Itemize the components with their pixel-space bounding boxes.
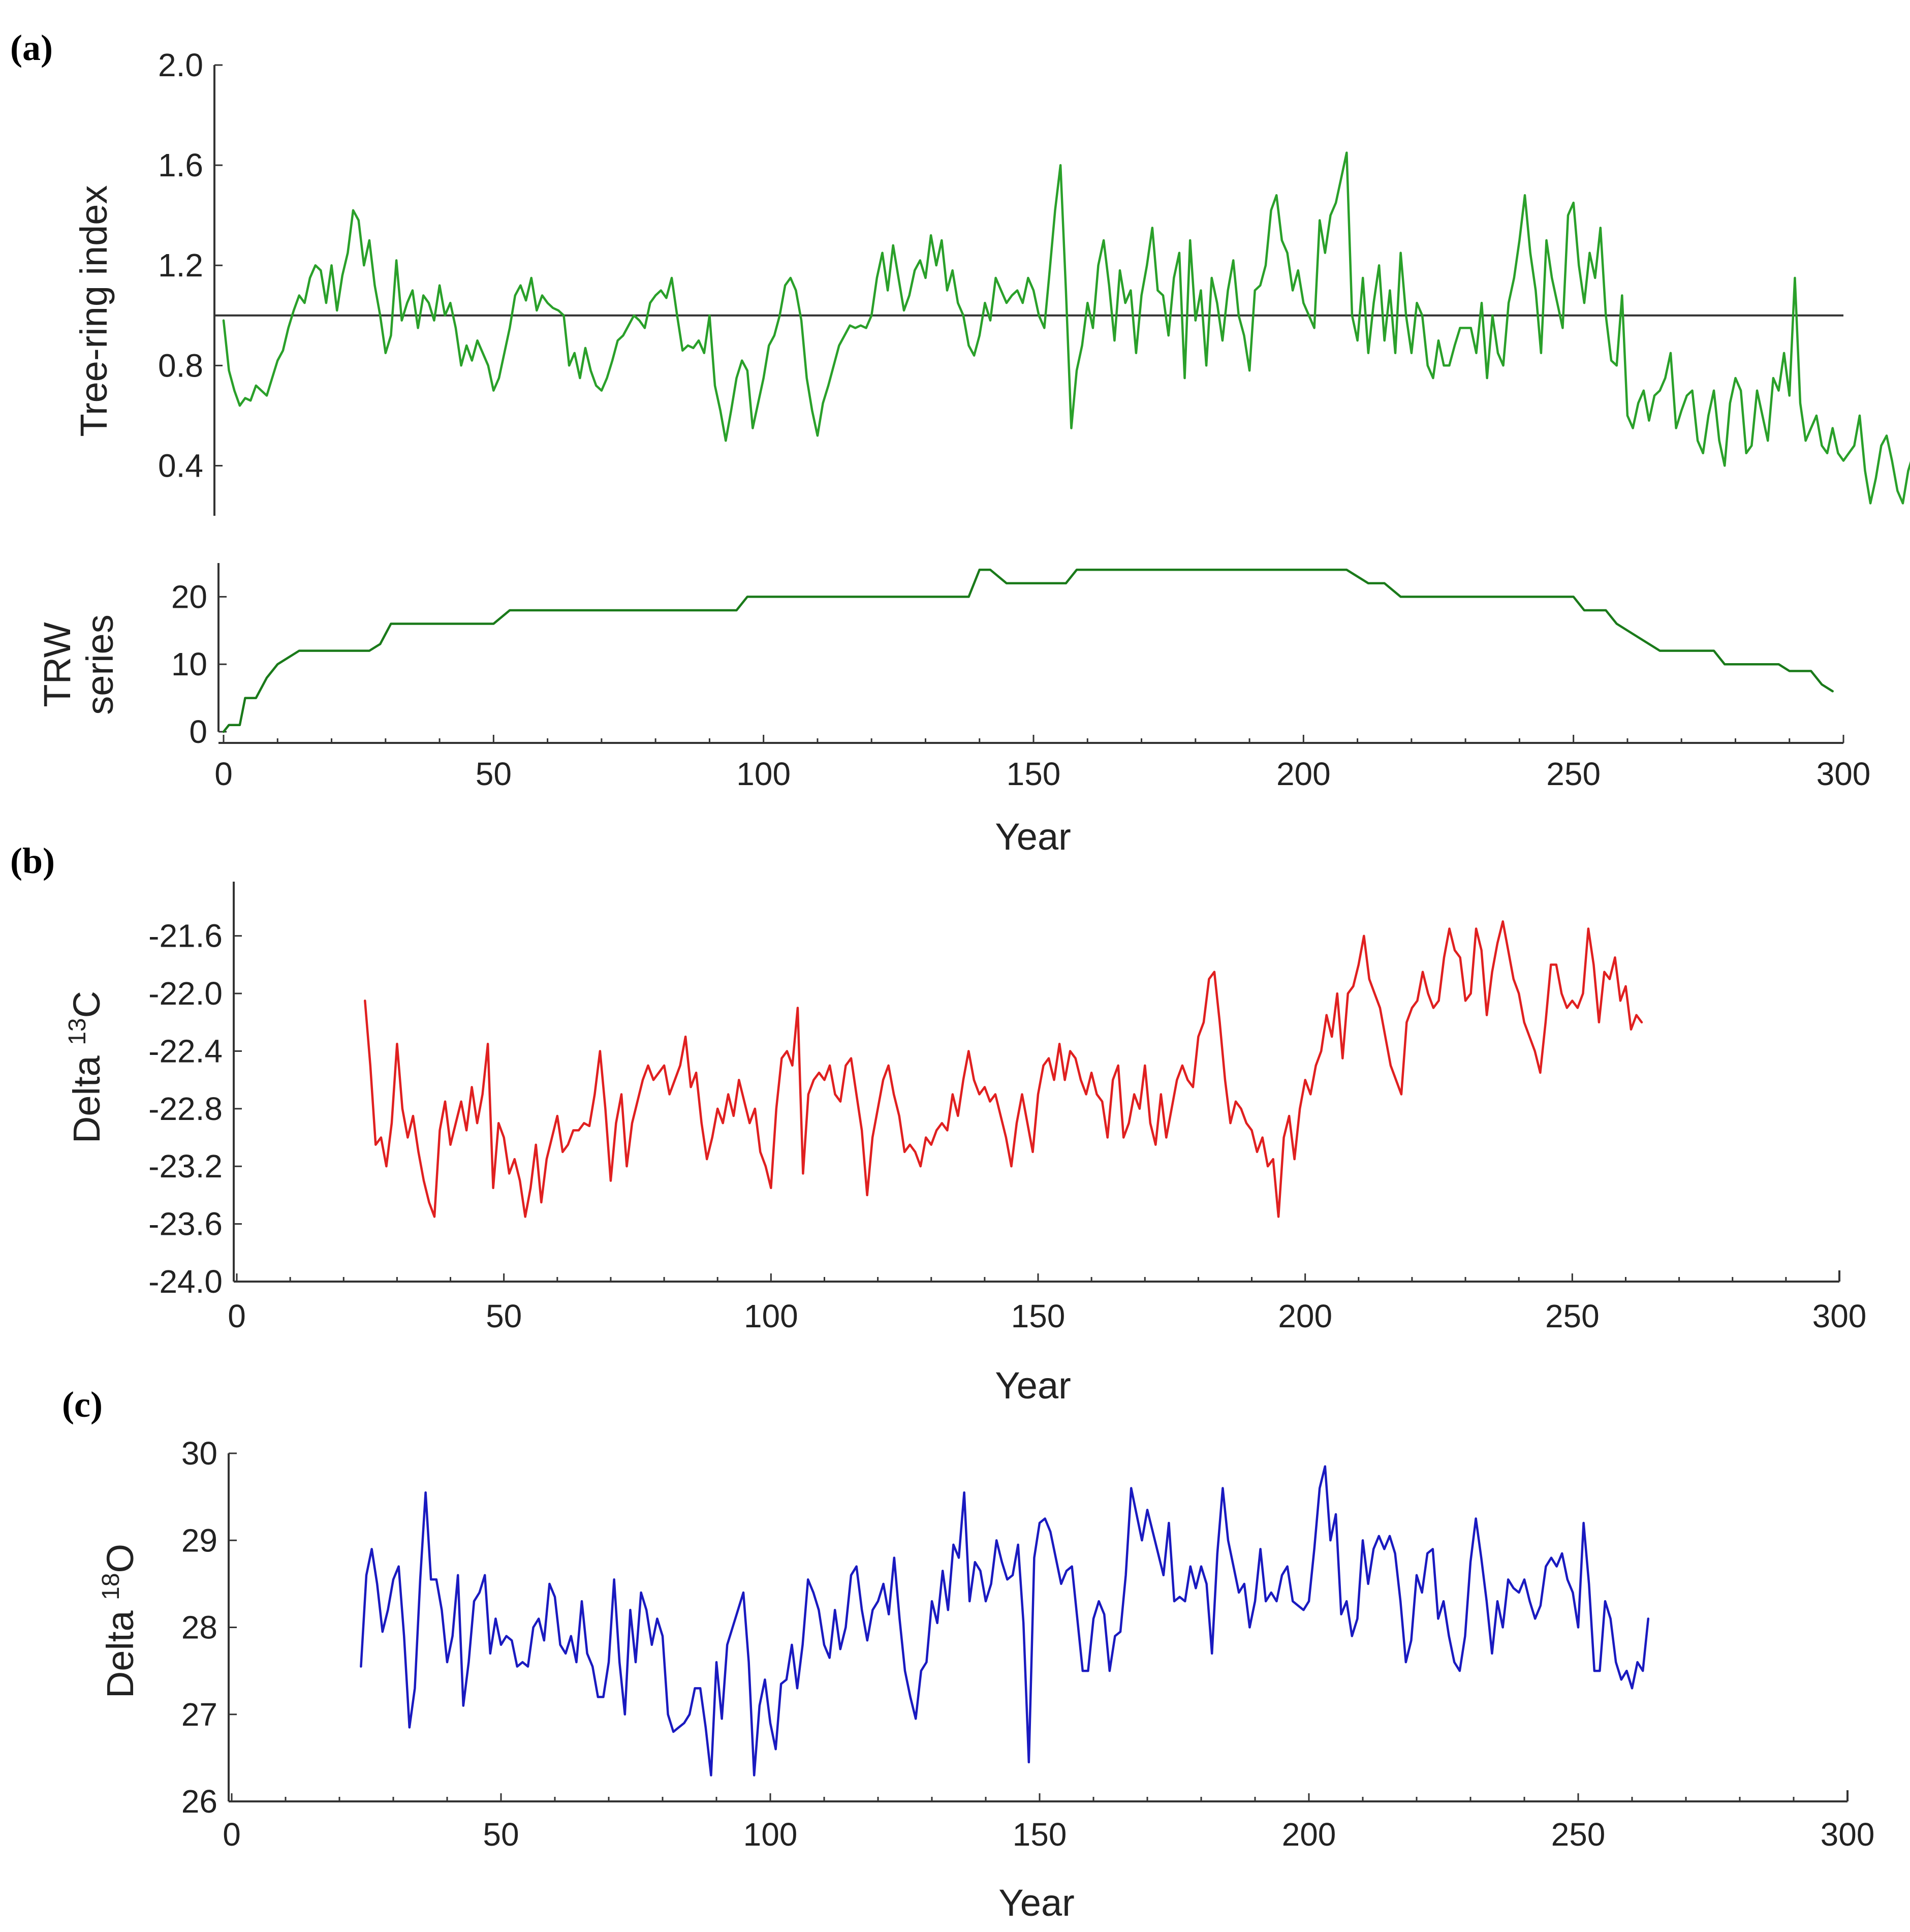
- y-tick-label: 1.2: [158, 247, 203, 284]
- x-tick-label: 0: [214, 756, 233, 792]
- series-line-delta-13c: [364, 920, 1643, 1218]
- y-axis-label-trw-line1: TRW: [36, 622, 78, 707]
- y-tick-label: 30: [181, 1435, 217, 1472]
- x-tick-label: 300: [1812, 1298, 1867, 1334]
- y-tick-label: 1.6: [158, 147, 203, 183]
- y-tick-label: 29: [181, 1522, 217, 1559]
- y-axis-label-delta-18o: Delta 18O: [98, 1544, 141, 1698]
- series-line-delta-18o: [360, 1465, 1650, 1777]
- x-tick-label: 300: [1817, 756, 1871, 792]
- x-axis-label-year-b: Year: [995, 1364, 1071, 1407]
- y-tick-label: -23.2: [148, 1148, 223, 1185]
- x-tick-label: 100: [743, 1816, 798, 1853]
- panel-label-c: (c): [62, 1384, 103, 1425]
- y-tick-label: 20: [171, 578, 207, 615]
- y-tick-label: -22.4: [148, 1033, 223, 1069]
- x-tick-label: 200: [1282, 1816, 1336, 1853]
- y-tick-label: -24.0: [148, 1263, 223, 1300]
- x-tick-label: 50: [476, 756, 512, 792]
- y-axis-label-delta-13c: Delta 13C: [64, 991, 108, 1143]
- x-tick-label: 300: [1821, 1816, 1875, 1853]
- y-tick-label: 10: [171, 646, 207, 682]
- ticks-delta-13c: -24.0 -23.6 -23.2 -22.8 -22.4 -22.0 -21.6 0 50 10…: [148, 918, 1866, 1334]
- x-tick-label: 0: [223, 1816, 241, 1853]
- axes-delta-13c: [233, 882, 1840, 1283]
- x-tick-label: 250: [1551, 1816, 1606, 1853]
- x-tick-label: 100: [736, 756, 791, 792]
- y-tick-label: 26: [181, 1783, 217, 1820]
- x-tick-label: 100: [744, 1298, 798, 1334]
- x-tick-label: 0: [228, 1298, 246, 1334]
- y-tick-label: -23.6: [148, 1206, 223, 1242]
- series-line-tree-ring-index: [222, 151, 1910, 505]
- x-tick-label: 250: [1546, 756, 1601, 792]
- panel-b-delta-13c: (b) Delta 13C -24.0-23.6-23.2-22.8-22.4-…: [10, 840, 1866, 1407]
- panel-label-a: (a): [10, 27, 53, 68]
- x-tick-label: 150: [1011, 1298, 1066, 1334]
- x-tick-label: 150: [1007, 756, 1061, 792]
- x-tick-label: 50: [486, 1298, 522, 1334]
- y-tick-label: 0: [189, 713, 207, 750]
- y-ticks-tree-ring-index: 0.4 0.8 1.2 1.6 2.0: [158, 47, 223, 484]
- x-axis-label-year-c: Year: [998, 1882, 1075, 1924]
- y-tick-label: -22.0: [148, 975, 223, 1012]
- y-axis-label-tree-ring-index: Tree-ring index: [73, 185, 115, 437]
- x-tick-label: 250: [1545, 1298, 1600, 1334]
- x-tick-label: 200: [1276, 756, 1331, 792]
- panel-a-tree-ring-index: (a) Tree-ring index 0.4 0.8 1.2 1.6 2.0: [10, 27, 1910, 516]
- x-tick-label: 150: [1013, 1816, 1067, 1853]
- axes-trw-series: [217, 563, 1843, 744]
- x-tick-label: 200: [1278, 1298, 1332, 1334]
- x-axis-label-year-a: Year: [995, 816, 1071, 858]
- y-tick-label: 27: [181, 1696, 217, 1733]
- y-tick-label: 2.0: [158, 47, 203, 83]
- y-axis-label-trw-line2: series: [79, 614, 121, 714]
- series-line-trw-count: [222, 569, 1834, 733]
- panel-label-b: (b): [10, 840, 55, 881]
- y-tick-label: 0.4: [158, 447, 203, 484]
- y-tick-label: -22.8: [148, 1090, 223, 1127]
- y-tick-label: 28: [181, 1609, 217, 1646]
- x-tick-label: 50: [483, 1816, 519, 1853]
- y-tick-label: -21.6: [148, 918, 223, 954]
- y-tick-label: 0.8: [158, 347, 203, 384]
